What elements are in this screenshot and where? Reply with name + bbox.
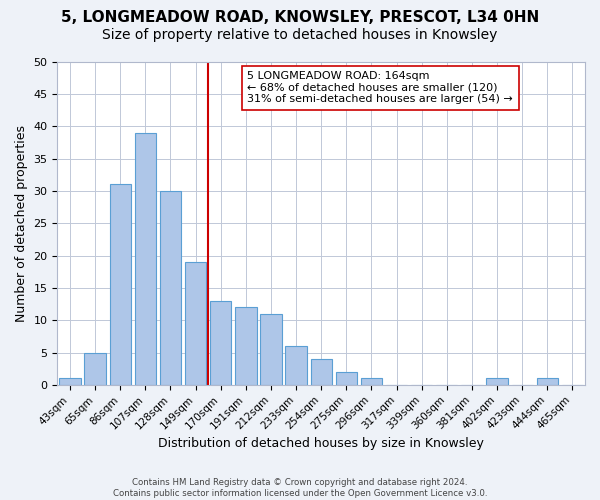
Bar <box>210 301 232 385</box>
Bar <box>110 184 131 385</box>
X-axis label: Distribution of detached houses by size in Knowsley: Distribution of detached houses by size … <box>158 437 484 450</box>
Bar <box>134 132 156 385</box>
Text: 5, LONGMEADOW ROAD, KNOWSLEY, PRESCOT, L34 0HN: 5, LONGMEADOW ROAD, KNOWSLEY, PRESCOT, L… <box>61 10 539 25</box>
Bar <box>536 378 558 385</box>
Bar <box>487 378 508 385</box>
Bar <box>185 262 206 385</box>
Bar <box>160 191 181 385</box>
Bar <box>286 346 307 385</box>
Bar <box>335 372 357 385</box>
Text: Contains HM Land Registry data © Crown copyright and database right 2024.
Contai: Contains HM Land Registry data © Crown c… <box>113 478 487 498</box>
Text: 5 LONGMEADOW ROAD: 164sqm
← 68% of detached houses are smaller (120)
31% of semi: 5 LONGMEADOW ROAD: 164sqm ← 68% of detac… <box>247 71 513 104</box>
Bar <box>235 308 257 385</box>
Bar <box>361 378 382 385</box>
Bar <box>311 359 332 385</box>
Y-axis label: Number of detached properties: Number of detached properties <box>15 124 28 322</box>
Text: Size of property relative to detached houses in Knowsley: Size of property relative to detached ho… <box>103 28 497 42</box>
Bar <box>59 378 80 385</box>
Bar <box>260 314 281 385</box>
Bar <box>85 352 106 385</box>
